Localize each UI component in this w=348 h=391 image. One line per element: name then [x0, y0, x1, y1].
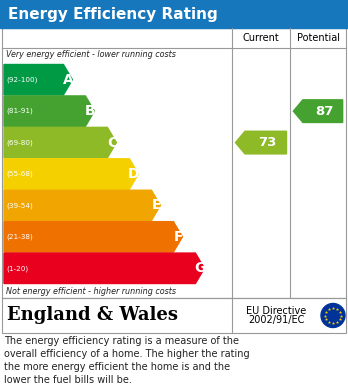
- Text: C: C: [107, 136, 117, 150]
- Text: 87: 87: [316, 105, 334, 118]
- Text: (1-20): (1-20): [6, 265, 28, 271]
- Text: (69-80): (69-80): [6, 139, 33, 146]
- Text: G: G: [194, 261, 205, 275]
- Circle shape: [321, 303, 345, 328]
- Text: EU Directive: EU Directive: [246, 307, 306, 316]
- Text: Potential: Potential: [296, 33, 340, 43]
- Text: (92-100): (92-100): [6, 77, 37, 83]
- Polygon shape: [4, 96, 94, 126]
- Text: (21-38): (21-38): [6, 233, 33, 240]
- Polygon shape: [4, 65, 72, 95]
- Bar: [0, 0, 348, 28]
- Text: England & Wales: England & Wales: [7, 307, 178, 325]
- Text: B: B: [85, 104, 95, 118]
- Polygon shape: [4, 190, 160, 221]
- Text: Energy Efficiency Rating: Energy Efficiency Rating: [8, 7, 218, 22]
- Text: lower the fuel bills will be.: lower the fuel bills will be.: [4, 375, 132, 385]
- Bar: [2, 298, 346, 333]
- Polygon shape: [4, 127, 116, 158]
- Text: overall efficiency of a home. The higher the rating: overall efficiency of a home. The higher…: [4, 349, 250, 359]
- Text: F: F: [174, 230, 183, 244]
- Text: The energy efficiency rating is a measure of the: The energy efficiency rating is a measur…: [4, 336, 239, 346]
- Polygon shape: [293, 100, 343, 122]
- Bar: [2, 28, 346, 298]
- Text: A: A: [63, 73, 73, 87]
- Text: Very energy efficient - lower running costs: Very energy efficient - lower running co…: [6, 50, 176, 59]
- Polygon shape: [4, 159, 139, 189]
- Polygon shape: [236, 131, 286, 154]
- Text: (81-91): (81-91): [6, 108, 33, 115]
- Text: 73: 73: [259, 136, 277, 149]
- Text: D: D: [128, 167, 140, 181]
- Text: the more energy efficient the home is and the: the more energy efficient the home is an…: [4, 362, 230, 372]
- Text: E: E: [152, 198, 161, 212]
- Polygon shape: [4, 222, 182, 252]
- Text: (39-54): (39-54): [6, 202, 33, 209]
- Text: 2002/91/EC: 2002/91/EC: [248, 316, 304, 325]
- Text: Not energy efficient - higher running costs: Not energy efficient - higher running co…: [6, 287, 176, 296]
- Text: (55-68): (55-68): [6, 171, 33, 177]
- Polygon shape: [4, 253, 204, 283]
- Text: Current: Current: [243, 33, 279, 43]
